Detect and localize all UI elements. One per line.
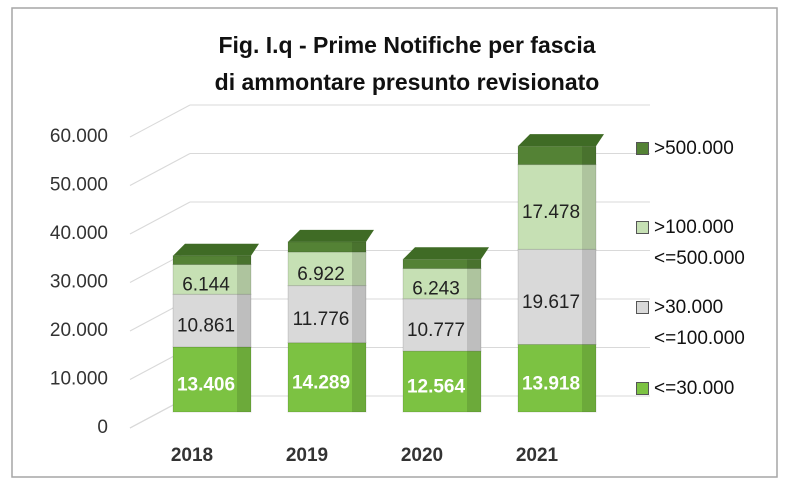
bar-segment bbox=[517, 164, 597, 250]
legend-swatch bbox=[636, 142, 649, 155]
bar-shade bbox=[467, 268, 481, 299]
bar-shade bbox=[467, 351, 481, 412]
data-label: 11.776 bbox=[293, 309, 350, 330]
bar-shade bbox=[237, 264, 251, 295]
bar-segment bbox=[517, 343, 597, 413]
legend-item: >100.000 <=500.000 bbox=[636, 212, 761, 274]
y-tick-label: 40.000 bbox=[50, 223, 108, 244]
bar-shade bbox=[467, 298, 481, 352]
bar-segment bbox=[287, 251, 367, 287]
bar-segment bbox=[402, 350, 482, 413]
bar-shade bbox=[467, 259, 481, 269]
data-label: 6.144 bbox=[182, 274, 230, 295]
bar-shade bbox=[352, 342, 366, 412]
bar-top bbox=[518, 134, 604, 147]
data-label: 6.243 bbox=[412, 279, 460, 300]
legend-swatch bbox=[636, 382, 649, 395]
legend-item: >30.000 <=100.000 bbox=[636, 292, 761, 354]
y-tick-label: 60.000 bbox=[50, 126, 108, 147]
bar-shade bbox=[237, 294, 251, 347]
bar-top bbox=[403, 247, 489, 260]
legend-label: >30.000 <=100.000 bbox=[654, 297, 745, 349]
data-label: 6.922 bbox=[297, 264, 345, 285]
bar-shade bbox=[352, 252, 366, 286]
data-label: 13.918 bbox=[522, 373, 580, 394]
grid-line bbox=[129, 153, 191, 186]
bar-shade bbox=[582, 249, 596, 345]
x-tick-label: 2021 bbox=[516, 445, 559, 466]
data-label: 12.564 bbox=[407, 377, 466, 398]
legend-label: >500.000 bbox=[654, 138, 734, 159]
frame bbox=[11, 7, 778, 478]
data-label: 13.406 bbox=[177, 375, 235, 396]
data-label: 10.861 bbox=[177, 316, 235, 337]
bar-segment bbox=[172, 264, 252, 295]
bar-segment bbox=[172, 346, 252, 413]
chart-title: di ammontare presunto revisionato bbox=[215, 69, 600, 95]
y-tick-label: 30.000 bbox=[50, 272, 108, 293]
bar-shade bbox=[582, 344, 596, 412]
x-tick-label: 2019 bbox=[286, 445, 328, 466]
bar-shade bbox=[237, 346, 251, 412]
legend-label: <=30.000 bbox=[654, 378, 735, 399]
legend-swatch bbox=[636, 221, 649, 234]
grid-line bbox=[129, 201, 191, 235]
chart-title: Fig. I.q - Prime Notifiche per fascia bbox=[218, 32, 595, 58]
bar-top bbox=[173, 243, 259, 256]
legend-swatch bbox=[636, 301, 649, 314]
bar-shade bbox=[582, 146, 596, 165]
data-label: 19.617 bbox=[522, 292, 580, 313]
legend-item: >500.000 bbox=[636, 133, 761, 164]
y-tick-label: 0 bbox=[97, 417, 108, 438]
x-tick-label: 2018 bbox=[171, 445, 213, 466]
bar-top bbox=[288, 229, 374, 242]
bar-shade bbox=[352, 285, 366, 343]
bar-shade bbox=[237, 255, 251, 265]
data-label: 14.289 bbox=[292, 372, 350, 393]
y-tick-label: 50.000 bbox=[50, 175, 108, 196]
y-tick-label: 10.000 bbox=[50, 369, 108, 390]
x-tick-label: 2020 bbox=[401, 445, 443, 466]
bar-segment bbox=[402, 298, 482, 352]
y-tick-label: 20.000 bbox=[50, 320, 108, 341]
bar-segment bbox=[287, 285, 367, 344]
grid-line bbox=[129, 104, 191, 138]
bar-segment bbox=[172, 293, 252, 348]
legend-item: <=30.000 bbox=[636, 373, 761, 404]
data-label: 17.478 bbox=[522, 202, 580, 223]
bar-segment bbox=[287, 342, 367, 413]
bar-segment bbox=[402, 268, 482, 300]
bar-shade bbox=[352, 241, 366, 253]
legend-label: >100.000 <=500.000 bbox=[654, 217, 745, 269]
bar-shade bbox=[582, 164, 596, 250]
data-label: 10.777 bbox=[407, 320, 465, 341]
